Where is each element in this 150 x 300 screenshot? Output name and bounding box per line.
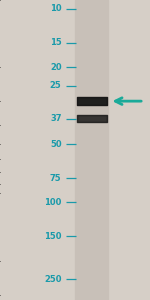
Text: 75: 75 [50, 174, 62, 183]
Text: 150: 150 [44, 232, 61, 241]
Text: 250: 250 [44, 275, 61, 284]
Text: 100: 100 [44, 198, 61, 207]
Text: 10: 10 [50, 4, 62, 14]
Text: 37: 37 [50, 114, 62, 123]
Text: 20: 20 [50, 63, 62, 72]
Text: 15: 15 [50, 38, 62, 47]
Text: 50: 50 [50, 140, 62, 148]
Text: 25: 25 [50, 81, 62, 90]
Bar [75, 0, 108, 300]
